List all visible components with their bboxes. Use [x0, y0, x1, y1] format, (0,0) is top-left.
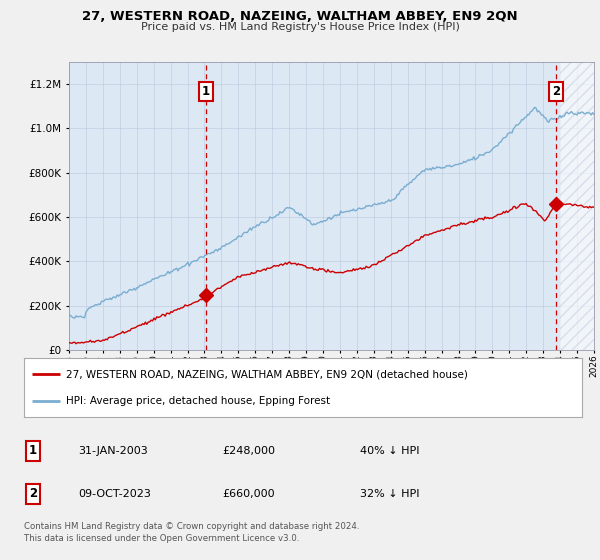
Text: 2: 2	[552, 85, 560, 99]
Text: 27, WESTERN ROAD, NAZEING, WALTHAM ABBEY, EN9 2QN (detached house): 27, WESTERN ROAD, NAZEING, WALTHAM ABBEY…	[66, 369, 468, 379]
Text: 2: 2	[29, 487, 37, 501]
Text: Contains HM Land Registry data © Crown copyright and database right 2024.
This d: Contains HM Land Registry data © Crown c…	[24, 522, 359, 543]
Bar	[560, 62, 594, 350]
Text: 27, WESTERN ROAD, NAZEING, WALTHAM ABBEY, EN9 2QN: 27, WESTERN ROAD, NAZEING, WALTHAM ABBEY…	[82, 10, 518, 23]
Text: 31-JAN-2003: 31-JAN-2003	[78, 446, 148, 456]
Text: 40% ↓ HPI: 40% ↓ HPI	[360, 446, 419, 456]
Text: HPI: Average price, detached house, Epping Forest: HPI: Average price, detached house, Eppi…	[66, 396, 330, 407]
Text: 09-OCT-2023: 09-OCT-2023	[78, 489, 151, 499]
Bar	[560, 62, 594, 350]
Text: 32% ↓ HPI: 32% ↓ HPI	[360, 489, 419, 499]
Text: £660,000: £660,000	[222, 489, 275, 499]
Text: 1: 1	[202, 85, 210, 99]
Text: Price paid vs. HM Land Registry's House Price Index (HPI): Price paid vs. HM Land Registry's House …	[140, 22, 460, 32]
Text: 1: 1	[29, 444, 37, 458]
Text: £248,000: £248,000	[222, 446, 275, 456]
